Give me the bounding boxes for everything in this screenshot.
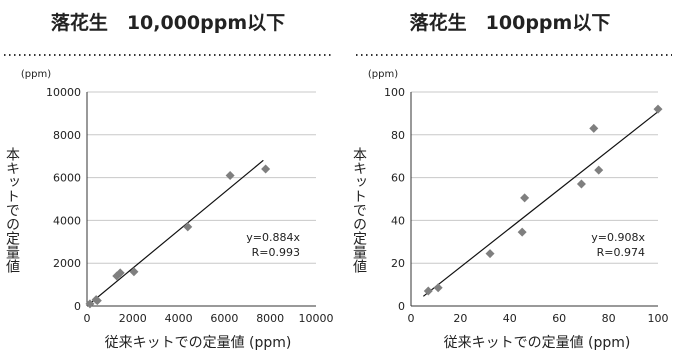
data-point [517, 227, 527, 237]
chart-left: 落花生 10,000ppm以下 (ppm) 本キットでの定量値 従来キットでの定… [4, 11, 334, 351]
data-point [183, 222, 193, 232]
data-point [589, 123, 599, 133]
y-tick-label: 2000 [53, 257, 81, 270]
x-tick-label: 4000 [165, 312, 193, 325]
y-tick-labels: 0 2000 4000 6000 8000 10000 [46, 86, 81, 313]
y-tick-label: 0 [398, 300, 405, 313]
y-axis-label: 本キットでの定量値 [4, 147, 20, 273]
r-value-label: R=0.974 [597, 246, 645, 259]
x-tick-label: 80 [602, 312, 616, 325]
x-tick-labels: 0 20 40 60 80 100 [408, 312, 669, 325]
y-tick-label: 10000 [46, 86, 81, 99]
y-tick-label: 0 [74, 300, 81, 313]
data-point [115, 268, 125, 278]
data-point [433, 283, 443, 293]
data-point [129, 267, 139, 277]
trendline-group [86, 159, 264, 307]
x-tick-labels: 0 2000 4000 6000 8000 10000 [84, 312, 334, 325]
trendline [86, 159, 264, 307]
y-tick-labels: 0 20 40 60 80 100 [384, 86, 405, 313]
data-point [576, 179, 586, 189]
trendline [422, 111, 659, 297]
data-points [423, 104, 663, 296]
equation-label: y=0.908x [591, 231, 645, 244]
y-tick-label: 6000 [53, 172, 81, 185]
x-tick-label: 0 [408, 312, 415, 325]
axes [410, 92, 658, 307]
data-points [85, 164, 271, 309]
data-point [485, 249, 495, 259]
y-tick-label: 80 [391, 129, 405, 142]
x-tick-label: 8000 [256, 312, 284, 325]
x-tick-label: 0 [84, 312, 91, 325]
x-tick-label: 60 [552, 312, 566, 325]
y-tick-label: 8000 [53, 129, 81, 142]
data-point [653, 104, 663, 114]
trendline-group [422, 111, 659, 297]
axes [86, 92, 316, 307]
y-unit-label: (ppm) [368, 69, 398, 80]
x-tick-label: 10000 [299, 312, 334, 325]
data-point [520, 193, 530, 203]
x-tick-label: 2000 [119, 312, 147, 325]
gridlines [87, 91, 316, 264]
data-point [92, 296, 102, 306]
x-tick-label: 40 [503, 312, 517, 325]
data-point [261, 164, 271, 174]
y-tick-label: 20 [391, 257, 405, 270]
chart-right: 落花生 100ppm以下 (ppm) 本キットでの定量値 従来キットでの定量値 … [351, 11, 672, 351]
x-axis-label: 従来キットでの定量値 (ppm) [105, 335, 292, 351]
r-value-label: R=0.993 [252, 246, 300, 259]
data-point [594, 165, 604, 175]
y-tick-label: 60 [391, 172, 405, 185]
y-tick-label: 100 [384, 86, 405, 99]
data-point [85, 299, 95, 309]
gridlines [411, 91, 658, 264]
x-tick-label: 6000 [210, 312, 238, 325]
x-tick-label: 20 [453, 312, 467, 325]
chart-title: 落花生 100ppm以下 [410, 11, 611, 34]
x-axis-label: 従来キットでの定量値 (ppm) [444, 335, 631, 351]
x-tick-label: 100 [648, 312, 669, 325]
y-axis-label: 本キットでの定量値 [351, 147, 367, 273]
y-tick-label: 40 [391, 214, 405, 227]
y-tick-label: 4000 [53, 214, 81, 227]
data-point [225, 170, 235, 180]
data-point [423, 286, 433, 296]
chart-title: 落花生 10,000ppm以下 [51, 11, 285, 34]
y-unit-label: (ppm) [21, 69, 51, 80]
equation-label: y=0.884x [246, 231, 300, 244]
